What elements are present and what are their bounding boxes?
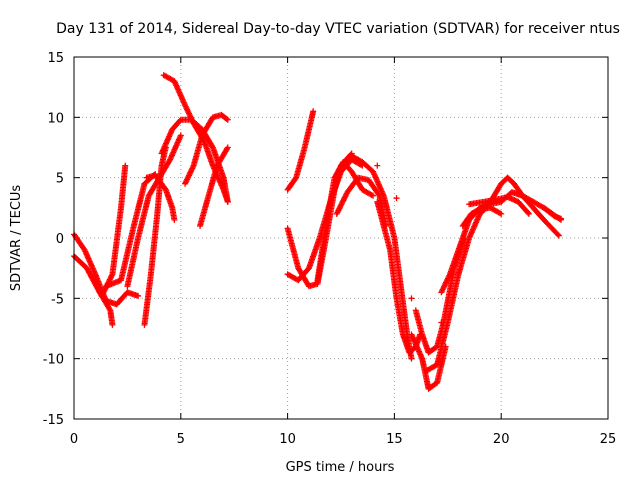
x-tick-label: 5 <box>177 432 185 447</box>
data-point <box>224 116 231 123</box>
series-arc15 <box>314 158 377 284</box>
y-tick-label: -10 <box>43 353 64 368</box>
series-arc23 <box>459 204 505 229</box>
data-point <box>109 321 116 328</box>
data-point <box>209 143 216 150</box>
series-arc05 <box>141 144 169 328</box>
series-arc09 <box>160 72 231 205</box>
chart-title: Day 131 of 2014, Sidereal Day-to-day VTE… <box>56 21 620 37</box>
data-point <box>106 306 113 313</box>
series-arc10 <box>182 111 231 187</box>
data-point <box>310 108 317 115</box>
series-arc04 <box>103 171 159 290</box>
data-point <box>524 209 531 216</box>
data-point <box>475 206 482 213</box>
y-axis-label: SDTVAR / TECUs <box>9 185 24 292</box>
y-tick-label: 0 <box>56 232 64 247</box>
data-point <box>558 216 565 223</box>
data-points <box>71 72 565 392</box>
x-tick-label: 10 <box>279 432 296 447</box>
x-tick-label: 15 <box>386 432 403 447</box>
data-point <box>374 162 381 169</box>
data-point <box>292 175 299 182</box>
x-axis-label: GPS time / hours <box>286 460 395 475</box>
data-point <box>223 115 230 122</box>
data-point <box>496 210 503 217</box>
data-point <box>171 216 178 223</box>
y-tick-label: 10 <box>47 111 64 126</box>
x-tick-label: 0 <box>70 432 78 447</box>
y-tick-label: 15 <box>47 51 64 66</box>
data-point <box>393 195 400 202</box>
series-arc11 <box>197 144 231 229</box>
series-arc19 <box>408 331 449 392</box>
data-point <box>498 210 505 217</box>
y-tick-label: -15 <box>43 413 64 428</box>
series-stray <box>374 162 445 326</box>
data-point <box>370 192 377 199</box>
data-point <box>555 232 562 239</box>
data-point <box>408 355 415 362</box>
data-point <box>408 295 415 302</box>
data-point <box>122 162 129 169</box>
plot-frame <box>73 56 609 420</box>
x-tick-label: 20 <box>493 432 510 447</box>
series-arc03 <box>88 162 129 299</box>
data-point <box>525 210 532 217</box>
data-point <box>224 145 231 152</box>
series-arc07 <box>124 132 184 290</box>
data-point <box>438 319 445 326</box>
data-point <box>224 198 231 205</box>
data-point <box>556 216 563 223</box>
data-point <box>224 144 231 151</box>
x-tick-label: 25 <box>600 432 617 447</box>
data-point <box>135 292 142 299</box>
data-point <box>368 192 375 199</box>
series-arc27 <box>540 204 565 223</box>
data-point <box>554 231 561 238</box>
y-tick-label: 5 <box>56 172 64 187</box>
data-point <box>177 132 184 139</box>
series-arc12 <box>284 108 317 193</box>
y-tick-label: -5 <box>51 292 64 307</box>
